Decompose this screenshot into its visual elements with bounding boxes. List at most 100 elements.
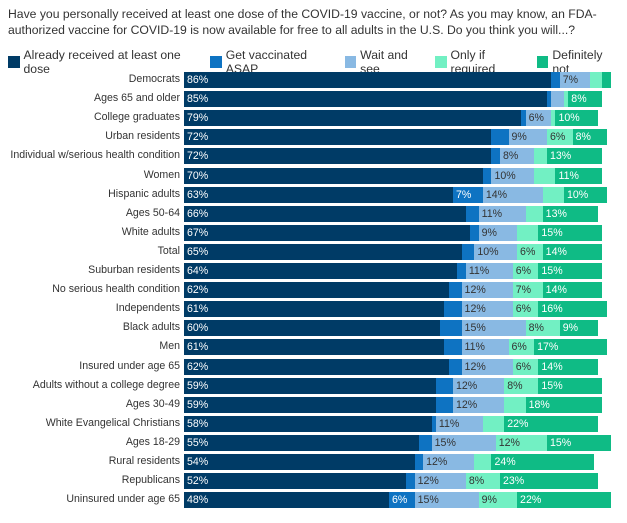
category-label: Ages 50-64 — [125, 206, 180, 219]
data-label: 59% — [187, 398, 209, 411]
bar-segment-wait-and-see — [478, 224, 518, 241]
data-label: 14% — [545, 284, 567, 297]
bar-segment-get-vaccinated-asap — [551, 72, 560, 88]
data-label: 10% — [558, 112, 580, 125]
data-label: 16% — [541, 303, 563, 316]
bar-segment-definitely-not — [542, 205, 599, 222]
data-label: 70% — [187, 169, 209, 182]
bar-segment-only-if-required — [564, 91, 569, 108]
bar-segment-only-if-required — [517, 243, 543, 260]
category-label: Republicans — [121, 474, 180, 487]
bar-segment-get-vaccinated-asap — [546, 91, 552, 108]
data-label: 62% — [187, 284, 209, 297]
bar-segment-already-received-at-least-one-dose — [184, 282, 449, 299]
data-label: 11% — [481, 207, 503, 220]
data-label: 22% — [520, 494, 542, 507]
data-label: 52% — [187, 475, 209, 488]
bar-segment-already-received-at-least-one-dose — [184, 263, 458, 279]
bar-segment-definitely-not — [499, 473, 599, 490]
bar-segment-wait-and-see — [453, 396, 505, 413]
category-label: Individual w/serious health condition — [10, 149, 180, 162]
bar-segment-only-if-required — [534, 148, 547, 165]
bar-segment-only-if-required — [504, 396, 526, 413]
bar-segment-definitely-not — [538, 263, 603, 279]
data-label: 13% — [549, 150, 572, 163]
bar-segment-definitely-not — [491, 454, 594, 470]
data-label: 13% — [545, 207, 567, 220]
bar-segment-wait-and-see — [461, 301, 513, 318]
data-label: 6% — [515, 360, 532, 373]
data-label: 10% — [567, 188, 589, 201]
bar-segment-wait-and-see — [559, 72, 590, 88]
bar-segment-already-received-at-least-one-dose — [184, 473, 407, 490]
bar-segment-wait-and-see — [461, 320, 526, 337]
data-label: 23% — [502, 475, 525, 488]
category-label: Independents — [115, 302, 180, 315]
data-label: 63% — [187, 188, 209, 201]
bar-segment-definitely-not — [572, 129, 607, 146]
data-label: 59% — [187, 379, 209, 392]
data-label: 11% — [464, 341, 485, 354]
bar-segment-wait-and-see — [525, 110, 552, 127]
data-label: 12% — [456, 398, 478, 411]
data-label: 67% — [187, 226, 209, 239]
data-label: 15% — [549, 436, 572, 449]
bar-segment-only-if-required — [465, 473, 500, 490]
legend-item-already-received: Already received at least one dose — [8, 48, 203, 76]
bar-segment-get-vaccinated-asap — [461, 243, 475, 260]
bar-segment-definitely-not — [525, 396, 603, 413]
survey-question: Have you personally received at least on… — [8, 7, 597, 37]
bar-segment-definitely-not — [559, 320, 599, 337]
data-label: 66% — [187, 207, 209, 220]
legend-label: Already received at least one dose — [23, 48, 181, 76]
bar-segment-wait-and-see — [551, 91, 565, 108]
bar-segment-already-received-at-least-one-dose — [184, 91, 547, 108]
data-label: 12% — [464, 360, 486, 373]
bar-segment-get-vaccinated-asap — [457, 263, 466, 279]
data-label: 12% — [456, 379, 478, 392]
bar-segment-get-vaccinated-asap — [435, 377, 453, 394]
data-label: 7% — [562, 74, 579, 86]
bar-segment-only-if-required — [504, 377, 539, 394]
bar-segment-only-if-required — [478, 492, 518, 509]
bar-segment-already-received-at-least-one-dose — [184, 129, 492, 146]
bar-segment-already-received-at-least-one-dose — [184, 415, 432, 432]
data-label: 11% — [468, 265, 490, 277]
bar-segment-only-if-required — [525, 205, 543, 222]
data-label: 61% — [187, 303, 209, 316]
data-label: 8% — [528, 322, 544, 335]
bar-segment-wait-and-see — [435, 415, 483, 432]
data-label: 8% — [575, 131, 591, 144]
data-label: 48% — [187, 494, 209, 507]
bar-segment-get-vaccinated-asap — [431, 415, 436, 432]
category-label: Men — [159, 340, 180, 353]
bar-segment-definitely-not — [504, 415, 599, 432]
data-label: 9% — [481, 226, 497, 239]
bar-segment-already-received-at-least-one-dose — [184, 186, 453, 203]
category-label: College graduates — [94, 111, 180, 124]
bar-segment-only-if-required — [512, 358, 539, 375]
data-label: 22% — [507, 417, 529, 430]
bar-segment-wait-and-see — [482, 186, 543, 203]
bar-segment-definitely-not — [555, 167, 603, 184]
data-label: 10% — [477, 245, 499, 258]
data-label: 72% — [187, 150, 209, 163]
data-label: 61% — [187, 341, 209, 354]
data-label: 62% — [187, 360, 209, 373]
bar-segment-already-received-at-least-one-dose — [184, 301, 445, 318]
bar-segment-only-if-required — [517, 224, 539, 241]
category-label: Ages 30-49 — [125, 397, 180, 410]
data-label: 9% — [562, 322, 579, 335]
data-label: 14% — [545, 245, 567, 258]
data-label: 15% — [417, 494, 439, 507]
bar-segment-wait-and-see — [431, 434, 496, 451]
data-label: 8% — [502, 150, 519, 163]
data-label: 11% — [438, 417, 460, 430]
bar-segment-already-received-at-least-one-dose — [184, 224, 471, 241]
bar-segment-wait-and-see — [499, 148, 535, 165]
bar-segment-only-if-required — [546, 129, 573, 146]
data-label: 6% — [528, 112, 544, 125]
bar-segment-already-received-at-least-one-dose — [184, 320, 441, 337]
bar-segment-definitely-not — [538, 301, 607, 318]
